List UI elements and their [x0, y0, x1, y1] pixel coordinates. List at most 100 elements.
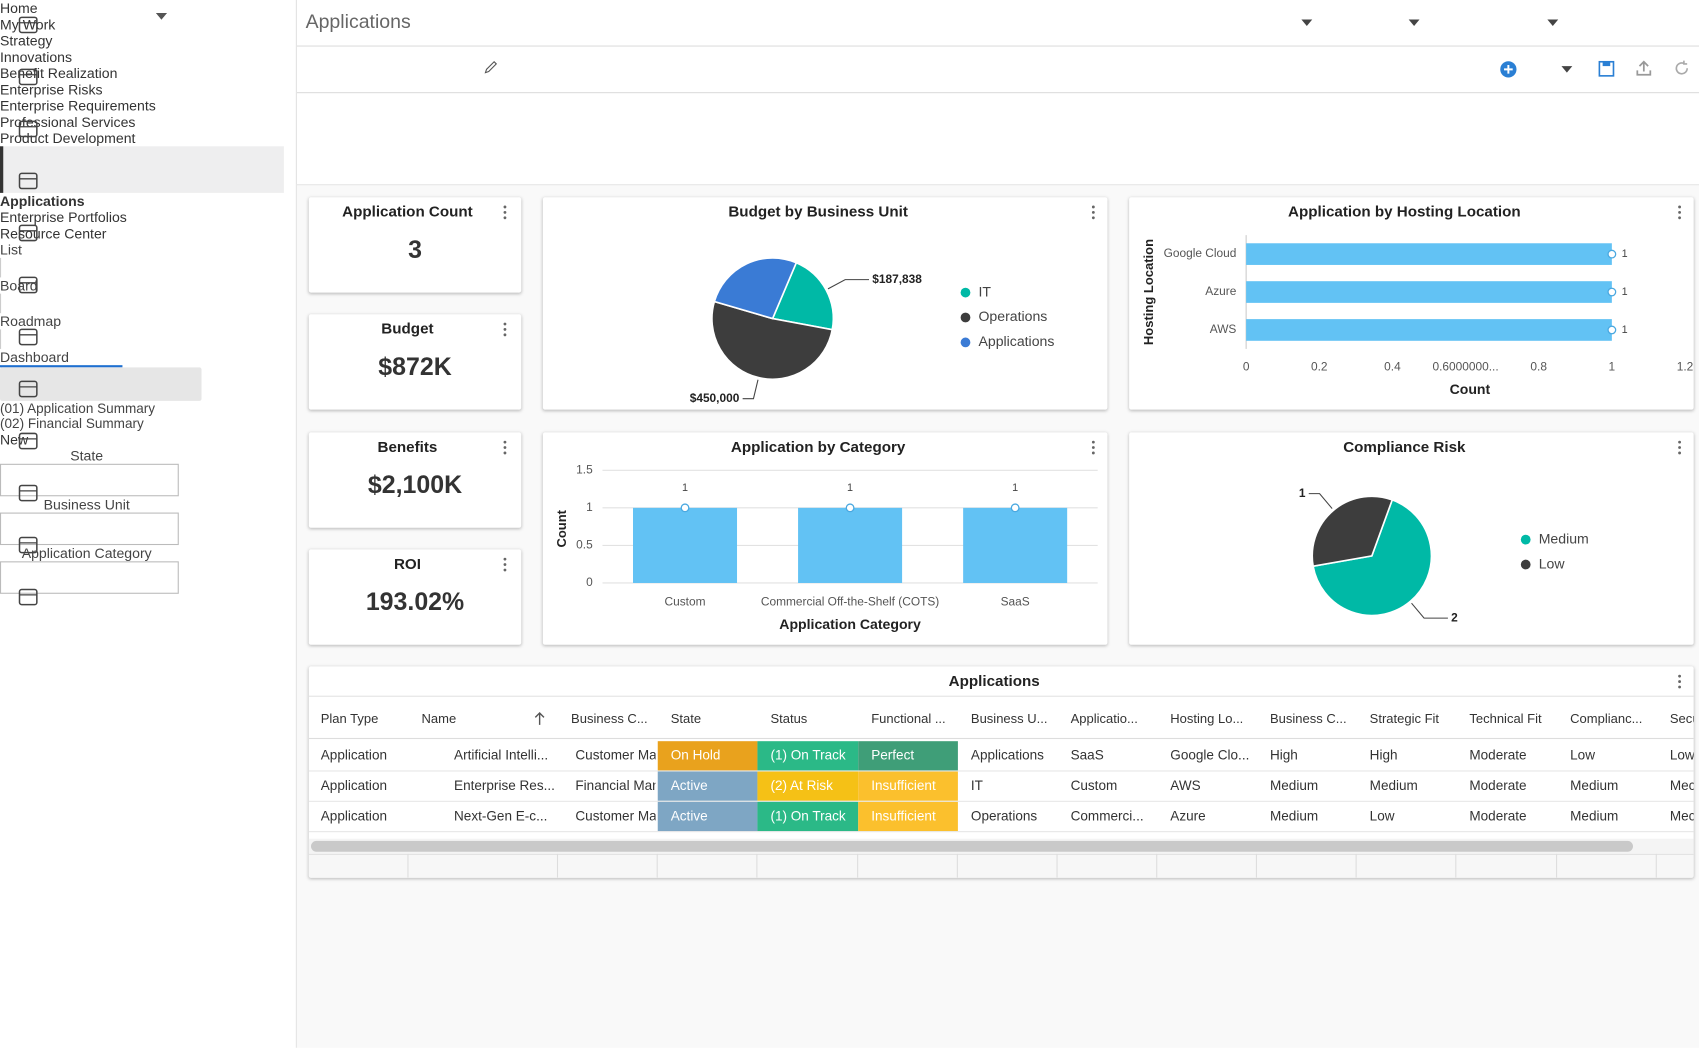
chart-title: Application by Category — [730, 437, 906, 456]
column-header[interactable]: Name — [421, 710, 457, 727]
data-label: 1 — [1622, 324, 1628, 336]
more-menu[interactable] — [1090, 205, 1097, 220]
chart-card: Compliance Risk 2 Medium 1 Low — [1129, 432, 1694, 645]
filter-label: Business Unit — [43, 496, 130, 513]
table-title: Applications — [948, 671, 1040, 690]
table-cell: Active — [670, 808, 708, 824]
nav-icon — [18, 380, 38, 398]
view-tab[interactable]: Roadmap — [0, 313, 62, 330]
new-button[interactable]: New — [0, 431, 29, 448]
filter-dropdown[interactable] — [0, 13, 179, 594]
column-header[interactable]: Complianc... — [1570, 710, 1643, 727]
icon-shape — [18, 328, 38, 346]
column-header[interactable]: Applicatio... — [1070, 710, 1138, 727]
footer-divider — [756, 853, 758, 878]
more-menu[interactable] — [1676, 440, 1683, 455]
nav-item[interactable]: Enterprise Risks — [0, 81, 103, 98]
icon-shape — [18, 68, 38, 86]
caret-shape — [1561, 66, 1573, 73]
x-tick-label: 0.8 — [1530, 359, 1547, 373]
pie-slice — [771, 261, 835, 331]
more-menu[interactable] — [502, 440, 509, 455]
column-header[interactable]: Functional ... — [871, 710, 946, 727]
refresh-icon — [1675, 60, 1688, 75]
caret-shape — [1408, 19, 1420, 27]
kpi-title: Application Count — [342, 202, 473, 220]
legend-label: Medium — [1539, 530, 1589, 546]
tab[interactable]: (02) Financial Summary — [0, 416, 144, 432]
column-header[interactable]: Business U... — [970, 710, 1048, 727]
nav-item[interactable]: Applications — [0, 192, 85, 210]
nav-icon — [18, 588, 38, 606]
column-header[interactable]: Strategic Fit — [1369, 710, 1440, 727]
column-header[interactable]: Secu — [1669, 710, 1694, 727]
nav-item[interactable]: Innovations — [0, 48, 73, 66]
more-menu[interactable] — [502, 557, 509, 572]
nav-icon — [18, 172, 38, 190]
more-menu[interactable] — [1676, 205, 1683, 220]
nav-item[interactable]: Enterprise Requirements — [0, 97, 156, 114]
bar — [633, 507, 738, 583]
bar-end-marker — [1607, 325, 1617, 335]
filter-dropdown[interactable] — [0, 13, 179, 546]
nav-item[interactable]: Resource Center — [0, 225, 107, 242]
scrollbar-thumb[interactable] — [310, 840, 1633, 852]
dot — [1091, 216, 1095, 220]
footer-divider — [1355, 853, 1357, 878]
column-header[interactable]: Status — [770, 710, 808, 727]
divider — [308, 695, 1694, 697]
active-view-underline — [0, 365, 123, 368]
kpi-card: Budget $872K — [308, 314, 522, 410]
table-cell: Low — [1669, 747, 1694, 763]
tab[interactable]: (01) Application Summary — [0, 400, 156, 417]
view-tab[interactable]: Dashboard — [0, 348, 69, 366]
top-bar — [296, 0, 1699, 47]
footer-divider — [857, 853, 859, 878]
footer-divider — [407, 853, 409, 878]
x-tick-label: Commercial Off-the-Shelf (COTS) — [761, 595, 939, 609]
nav-item[interactable]: Product Development — [0, 130, 136, 147]
dot — [1678, 674, 1681, 678]
bar — [1246, 319, 1612, 341]
table-cell: Custom — [1070, 778, 1118, 794]
table-cell: Financial Mana — [575, 778, 655, 794]
dot — [503, 322, 507, 326]
more-menu[interactable] — [1676, 674, 1683, 689]
bar-end-marker — [1607, 249, 1617, 259]
dot — [503, 557, 507, 561]
more-menu[interactable] — [502, 322, 509, 337]
dot — [503, 563, 507, 566]
legend-label: IT — [978, 283, 991, 299]
icon-shape — [18, 120, 38, 138]
nav-item[interactable]: Home — [0, 0, 38, 17]
column-header[interactable]: Plan Type — [320, 710, 379, 727]
filter-dropdown[interactable] — [0, 13, 179, 497]
column-header[interactable]: Business C... — [1269, 710, 1347, 727]
more-menu[interactable] — [502, 205, 509, 220]
table-cell: IT — [970, 778, 983, 794]
column-header[interactable]: Technical Fit — [1469, 710, 1542, 727]
column-header[interactable]: Hosting Lo... — [1170, 710, 1244, 727]
nav-item[interactable]: Professional Services — [0, 113, 136, 131]
y-axis-label: Hosting Location — [1141, 239, 1156, 345]
table-cell: Medium — [1269, 778, 1319, 794]
nav-item[interactable]: Strategy — [0, 32, 53, 49]
nav-item[interactable]: My Work — [0, 16, 56, 33]
caret — [1301, 19, 1313, 27]
legend-marker — [960, 337, 971, 348]
column-header[interactable]: Business C... — [571, 710, 648, 727]
pie-slice — [1312, 498, 1433, 617]
y-tick-label: AWS — [1210, 322, 1237, 336]
table-cell: Customer Mar — [575, 747, 656, 763]
dot — [503, 205, 507, 209]
footer-divider — [656, 853, 658, 878]
table-cell: Moderate — [1469, 747, 1527, 763]
nav-item[interactable]: Enterprise Portfolios — [0, 209, 127, 226]
dot — [1678, 440, 1681, 444]
kpi-card: ROI 193.02% — [308, 549, 522, 645]
view-tab[interactable]: List — [0, 241, 22, 258]
column-header[interactable]: State — [670, 710, 702, 727]
tab-active — [0, 367, 202, 401]
more-menu[interactable] — [1090, 440, 1097, 455]
